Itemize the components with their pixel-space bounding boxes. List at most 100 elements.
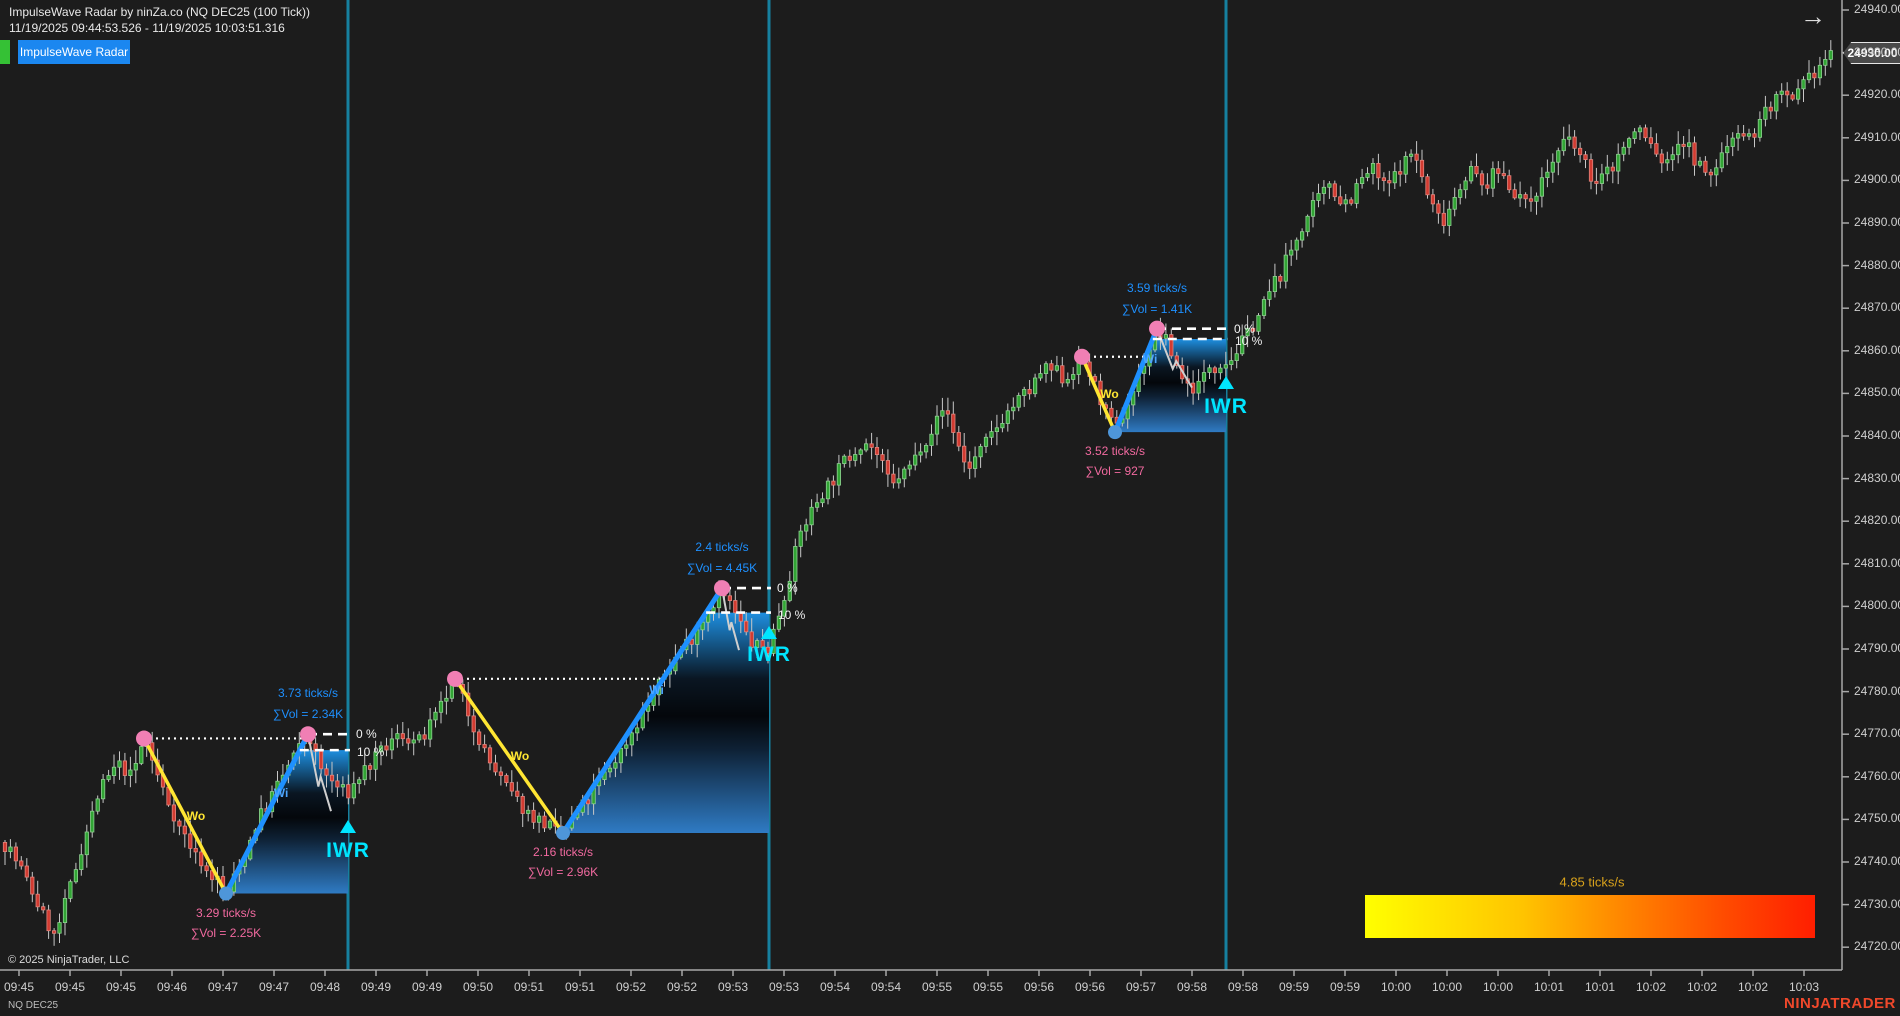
price-axis-label: 24730.00	[1854, 896, 1900, 911]
time-axis-label: 09:49	[411, 980, 443, 994]
price-axis-label: 24900.00	[1854, 172, 1900, 187]
retrace-0-label: 0 %	[356, 727, 377, 742]
time-axis-label: 09:52	[615, 980, 647, 994]
retrace-10-label: 10 %	[357, 745, 385, 760]
wave-volume-label: ∑Vol = 2.34K	[272, 707, 344, 722]
time-axis-label: 10:03	[1788, 980, 1820, 994]
time-axis-label: 10:00	[1431, 980, 1463, 994]
time-axis-label: 09:52	[666, 980, 698, 994]
pivot-low-dot	[219, 886, 233, 901]
price-axis-label: 24770.00	[1854, 726, 1900, 741]
pivot-high-dot	[1149, 320, 1165, 337]
go-to-last-bar-arrow-icon[interactable]: →	[1800, 1, 1826, 31]
wave-outer-label: Wo	[510, 748, 530, 763]
pullback-line	[1156, 328, 1193, 389]
price-axis-label: 24790.00	[1854, 641, 1900, 655]
wave-speed-label: 2.16 ticks/s	[532, 845, 594, 860]
iwr-triangle-icon	[761, 626, 777, 639]
time-axis-label: 09:45	[3, 980, 35, 994]
time-axis-label: 09:55	[972, 980, 1004, 994]
wave-outer-label: Wo	[186, 808, 206, 823]
price-axis-label: 24890.00	[1854, 215, 1900, 229]
price-axis-label: 24850.00	[1854, 385, 1900, 400]
time-axis-label: 10:00	[1482, 980, 1514, 994]
wave-volume-label: ∑Vol = 927	[1085, 464, 1145, 479]
speed-gradient-legend	[1365, 895, 1815, 938]
time-axis-label: 09:53	[768, 980, 800, 994]
ninjatrader-watermark: NINJATRADER	[1784, 995, 1896, 1012]
price-axis-label: 24940.00	[1854, 2, 1900, 16]
time-axis-label: 10:01	[1584, 980, 1616, 994]
legend-max-speed-label: 4.85 ticks/s	[1559, 874, 1625, 890]
time-axis-label: 09:48	[309, 980, 341, 994]
chart-date-range: 11/19/2025 09:44:53.526 - 11/19/2025 10:…	[9, 21, 285, 35]
price-axis-label: 24830.00	[1854, 470, 1900, 485]
wave-inner-line	[223, 731, 311, 897]
price-axis-label: 24760.00	[1854, 768, 1900, 783]
wave-outer-line	[453, 677, 565, 835]
price-axis-label: 24800.00	[1854, 598, 1900, 613]
wave-volume-label: ∑Vol = 2.96K	[527, 865, 599, 880]
copyright-text: © 2025 NinjaTrader, LLC	[8, 954, 130, 966]
wave-outer-label: Wo	[1100, 387, 1119, 402]
last-price-tag: 24930.00	[1843, 42, 1900, 64]
wave-speed-label: 3.73 ticks/s	[277, 686, 339, 701]
wave-inner-label: Wi	[649, 682, 664, 697]
price-axis-label: 24720.00	[1854, 939, 1900, 954]
impulsewave-radar-button[interactable]: ImpulseWave Radar	[18, 40, 130, 64]
price-axis-label: 24930.00	[1854, 44, 1900, 59]
pivot-high-dot	[300, 726, 316, 743]
price-axis-label: 24740.00	[1854, 854, 1900, 868]
time-axis-label: 09:58	[1227, 980, 1259, 994]
impulse-zone	[1115, 339, 1226, 433]
indicator-tab-strip[interactable]	[0, 40, 10, 64]
iwr-triangle-icon	[1218, 376, 1234, 389]
time-axis-label: 09:56	[1074, 980, 1106, 994]
time-axis-label: 10:02	[1737, 980, 1769, 994]
price-axis-label: 24860.00	[1854, 342, 1900, 357]
pullback-line	[307, 734, 332, 812]
wave-outer-line	[142, 737, 228, 895]
wave-inner-label: Wi	[1142, 352, 1158, 367]
pivot-low-dot	[556, 826, 570, 841]
time-axis-label: 09:58	[1176, 980, 1208, 994]
wave-inner-label: Wi	[273, 785, 289, 800]
time-axis-label: 09:59	[1329, 980, 1361, 994]
time-axis-label: 09:54	[819, 980, 851, 994]
price-axis-label: 24910.00	[1854, 129, 1900, 144]
pivot-high-dot	[447, 670, 463, 687]
time-axis-label: 09:45	[54, 980, 86, 994]
price-axis-label: 24920.00	[1854, 87, 1900, 102]
time-axis-label: 10:00	[1380, 980, 1412, 994]
pivot-high-dot	[714, 580, 730, 597]
time-axis-label: 10:02	[1686, 980, 1718, 994]
retrace-0-label: 0 %	[777, 581, 798, 596]
time-axis-label: 09:47	[258, 980, 290, 994]
time-axis-label: 09:51	[564, 980, 596, 994]
pivot-high-dot	[136, 730, 152, 747]
price-axis-label: 24840.00	[1854, 428, 1900, 442]
time-axis-label: 09:50	[462, 980, 494, 994]
time-axis-label: 09:51	[513, 980, 545, 994]
time-axis-label: 09:46	[156, 980, 188, 994]
retrace-10-label: 10 %	[778, 607, 806, 622]
time-axis-label: 10:02	[1635, 980, 1667, 994]
price-axis-label: 24870.00	[1854, 300, 1900, 315]
wave-speed-label: 3.52 ticks/s	[1084, 444, 1146, 459]
wave-inner-line	[560, 585, 725, 836]
price-axis-label: 24780.00	[1854, 683, 1900, 698]
time-axis-label: 10:01	[1533, 980, 1565, 994]
iwr-triangle-icon	[340, 820, 356, 833]
price-axis-label: 24750.00	[1854, 811, 1900, 826]
time-axis-label: 09:45	[105, 980, 137, 994]
iwr-signal-label: IWR	[747, 643, 791, 666]
pivot-low-dot	[1108, 425, 1122, 440]
wave-speed-label: 3.59 ticks/s	[1126, 280, 1188, 295]
time-axis-label: 09:55	[921, 980, 953, 994]
pivot-high-dot	[1074, 348, 1090, 365]
time-axis-label: 09:53	[717, 980, 749, 994]
time-axis-label: 09:54	[870, 980, 902, 994]
pullback-line	[721, 587, 740, 651]
